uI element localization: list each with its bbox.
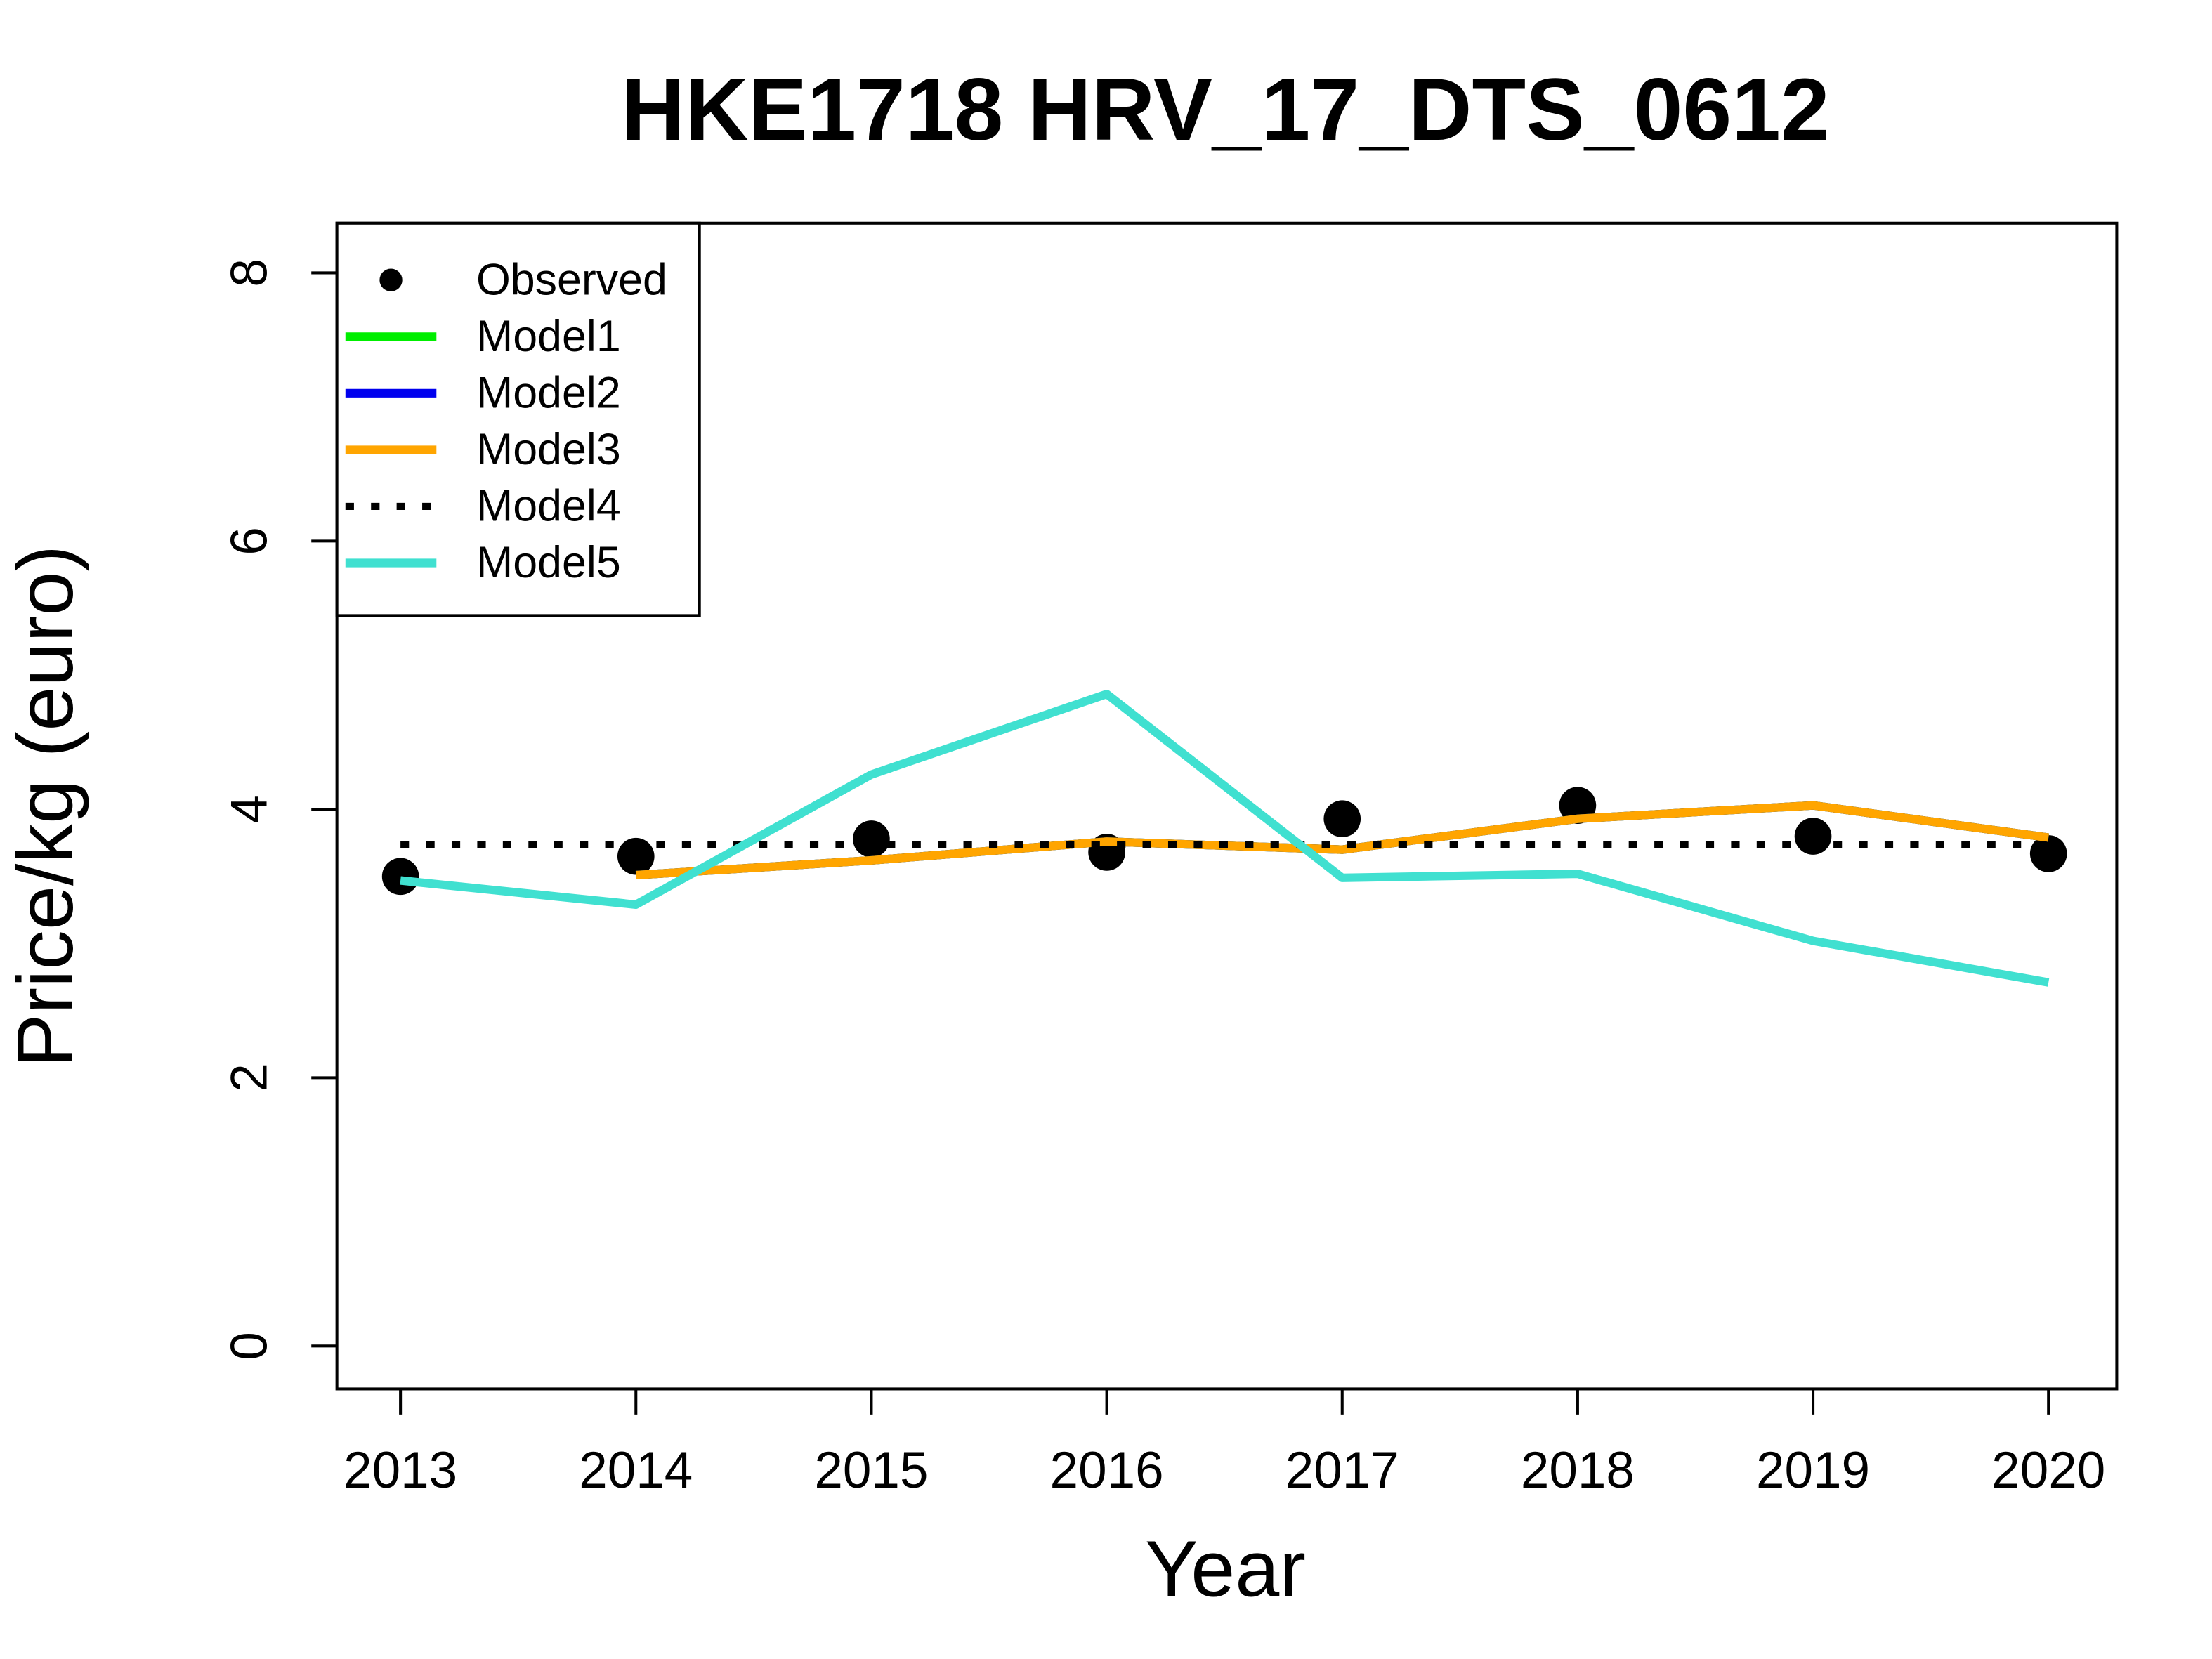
legend-label: Model5 bbox=[476, 538, 621, 587]
x-axis-label: Year bbox=[1145, 1525, 1306, 1614]
legend-label: Observed bbox=[476, 255, 667, 304]
y-tick-label: 6 bbox=[221, 527, 277, 556]
observed-point bbox=[1794, 818, 1832, 855]
observed-point bbox=[2029, 835, 2067, 872]
legend-label: Model4 bbox=[476, 482, 621, 531]
y-tick-label: 4 bbox=[221, 795, 277, 824]
legend-label: Model1 bbox=[476, 312, 621, 361]
legend-label: Model2 bbox=[476, 368, 621, 417]
series-line bbox=[400, 690, 2050, 987]
legend-symbol bbox=[379, 268, 403, 291]
observed-point bbox=[853, 820, 890, 858]
x-tick-label: 2015 bbox=[814, 1442, 928, 1499]
x-tick-label: 2020 bbox=[1991, 1442, 2105, 1499]
observed-point bbox=[381, 858, 419, 896]
x-tick-label: 2013 bbox=[343, 1442, 457, 1499]
chart-title: HKE1718 HRV_17_DTS_0612 bbox=[621, 60, 1829, 159]
y-tick-label: 2 bbox=[221, 1063, 277, 1092]
x-tick-label: 2014 bbox=[579, 1442, 693, 1499]
y-axis-label: Price/kg (euro) bbox=[1, 545, 90, 1067]
y-tick-label: 0 bbox=[221, 1332, 277, 1360]
observed-point bbox=[617, 837, 655, 875]
x-tick-label: 2018 bbox=[1521, 1442, 1635, 1499]
observed-point bbox=[1323, 800, 1361, 838]
plot-frame bbox=[335, 221, 2119, 1391]
legend-label: Model3 bbox=[476, 425, 621, 474]
series-line bbox=[635, 801, 2050, 880]
x-tick-label: 2019 bbox=[1756, 1442, 1870, 1499]
x-tick-label: 2017 bbox=[1285, 1442, 1399, 1499]
x-tick-label: 2016 bbox=[1050, 1442, 1164, 1499]
y-tick-label: 8 bbox=[221, 258, 277, 287]
